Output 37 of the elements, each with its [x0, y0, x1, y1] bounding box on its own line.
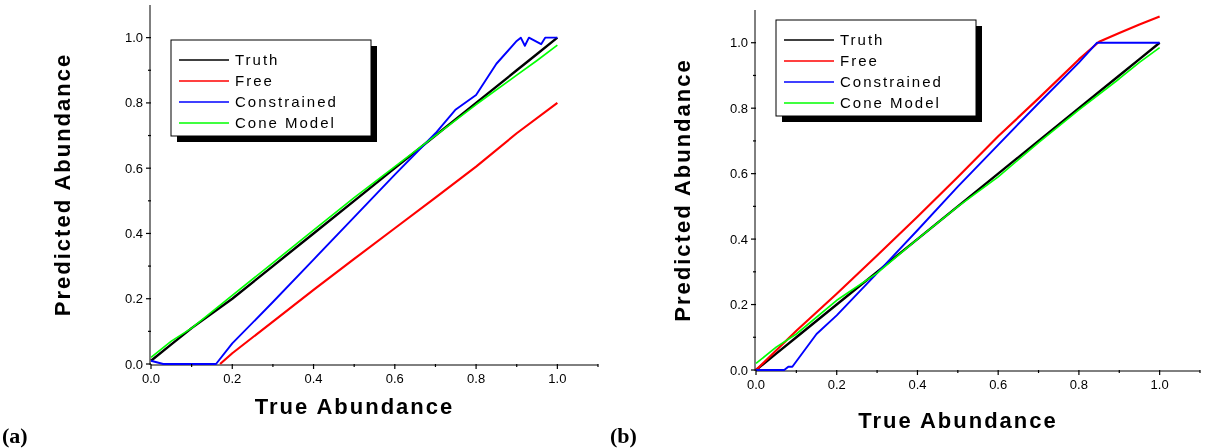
text: (a): [2, 423, 28, 448]
y-tick-label: 0.8: [729, 100, 748, 116]
y-axis-title: Predicted Abundance: [50, 52, 75, 317]
x-tick-label: 0.6: [989, 377, 1008, 392]
x-tick-label: 0.0: [141, 371, 161, 386]
x-tick-label: 0.4: [908, 377, 927, 392]
x-tick-label: 0.2: [827, 377, 846, 392]
legend-label: Cone Model: [235, 114, 336, 131]
y-tick-label: 0.6: [729, 166, 748, 182]
y-tick-label: 0.4: [729, 231, 748, 247]
y-tick-label: 1.0: [729, 35, 748, 51]
y-tick-label: 0.0: [124, 356, 143, 372]
x-tick-label: 0.4: [304, 371, 323, 386]
x-tick-label: 1.0: [1150, 377, 1169, 392]
y-tick-label: 1.0: [124, 30, 143, 46]
legend-label: Free: [235, 72, 274, 89]
legend-label: Truth: [235, 51, 280, 68]
x-axis-title: True Abundance: [254, 394, 455, 419]
y-tick-label: 0.6: [124, 160, 143, 176]
y-tick-label: 0.4: [124, 225, 143, 241]
y-tick-label: 0.2: [124, 291, 143, 307]
y-tick-label: 0.8: [124, 95, 143, 111]
x-axis-title: True Abundance: [858, 408, 1058, 433]
x-tick-label: 0.6: [385, 371, 404, 386]
legend-label: Constrained: [840, 73, 943, 90]
x-tick-label: 1.0: [548, 371, 567, 386]
x-tick-label: 0.8: [1069, 377, 1088, 392]
y-tick-label: 0.2: [729, 297, 748, 313]
y-axis-title: Predicted Abundance: [670, 58, 695, 322]
text: (b): [610, 423, 637, 448]
legend-label: Constrained: [235, 93, 338, 110]
legend-label: Truth: [840, 31, 885, 48]
x-tick-label: 0.2: [223, 371, 242, 386]
x-tick-label: 0.8: [467, 371, 486, 386]
legend-label: Cone Model: [840, 94, 941, 111]
x-tick-label: 0.0: [746, 377, 766, 392]
legend-label: Free: [840, 52, 879, 69]
